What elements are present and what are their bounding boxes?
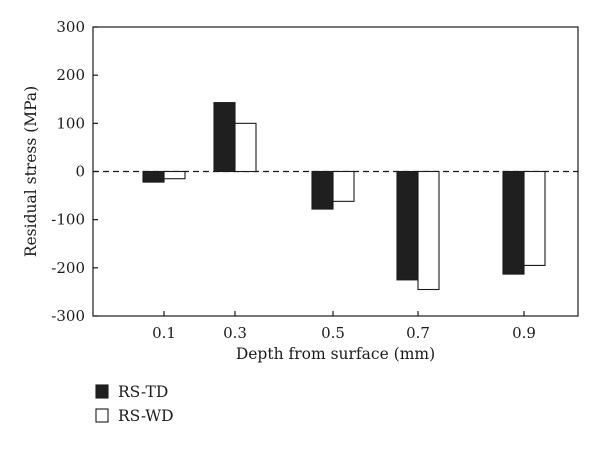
x-tick-label: 0.9: [512, 324, 536, 342]
legend-swatch-rs-td: [95, 384, 109, 399]
bar-rs-td-0.7: [396, 170, 419, 281]
y-axis: 300 200 100 0 -100 -200 -300: [51, 18, 98, 325]
bar-rs-td-0.5: [311, 170, 334, 210]
y-axis-title: Residual stress (MPa): [22, 86, 40, 257]
bar-rs-wd-0.9: [523, 170, 546, 266]
bars-group: [142, 102, 546, 291]
y-tick-label: -200: [51, 259, 85, 277]
bar-rs-wd-0.3: [234, 122, 257, 173]
y-tick-label: 300: [56, 18, 85, 36]
y-tick-label: 0: [75, 163, 85, 181]
bar-rs-td-0.3: [213, 102, 236, 173]
y-tick-label: -300: [51, 307, 85, 325]
bar-rs-wd-0.7: [417, 170, 440, 291]
x-axis: 0.1 0.3 0.5 0.7 0.9: [152, 311, 536, 342]
x-axis-title: Depth from surface (mm): [236, 345, 435, 363]
legend-label-rs-td: RS-TD: [118, 383, 168, 401]
bar-rs-td-0.9: [502, 170, 525, 275]
x-tick-label: 0.7: [406, 324, 430, 342]
x-tick-label: 0.1: [152, 324, 176, 342]
x-tick-label: 0.3: [223, 324, 247, 342]
legend-label-rs-wd: RS-WD: [118, 407, 174, 425]
x-tick-label: 0.5: [321, 324, 345, 342]
y-tick-label: 100: [56, 114, 85, 132]
bar-rs-td-0.1: [142, 170, 165, 183]
bar-rs-wd-0.1: [163, 170, 186, 180]
legend: RS-TD RS-WD: [95, 383, 174, 425]
legend-swatch-rs-wd: [95, 408, 109, 423]
bar-rs-wd-0.5: [332, 170, 355, 202]
y-tick-label: 200: [56, 66, 85, 84]
y-tick-label: -100: [51, 211, 85, 229]
